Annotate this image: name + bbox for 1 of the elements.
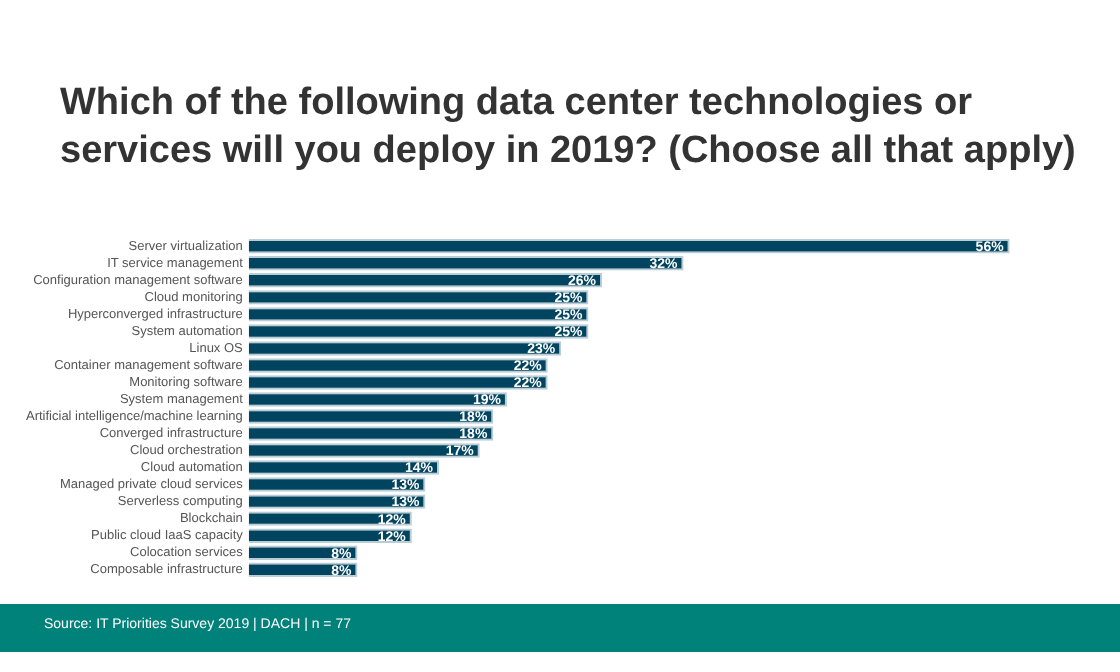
chart-title: Which of the following data center technologies or services will you deploy in 2019? (Choose all that apply) <box>60 80 1078 176</box>
